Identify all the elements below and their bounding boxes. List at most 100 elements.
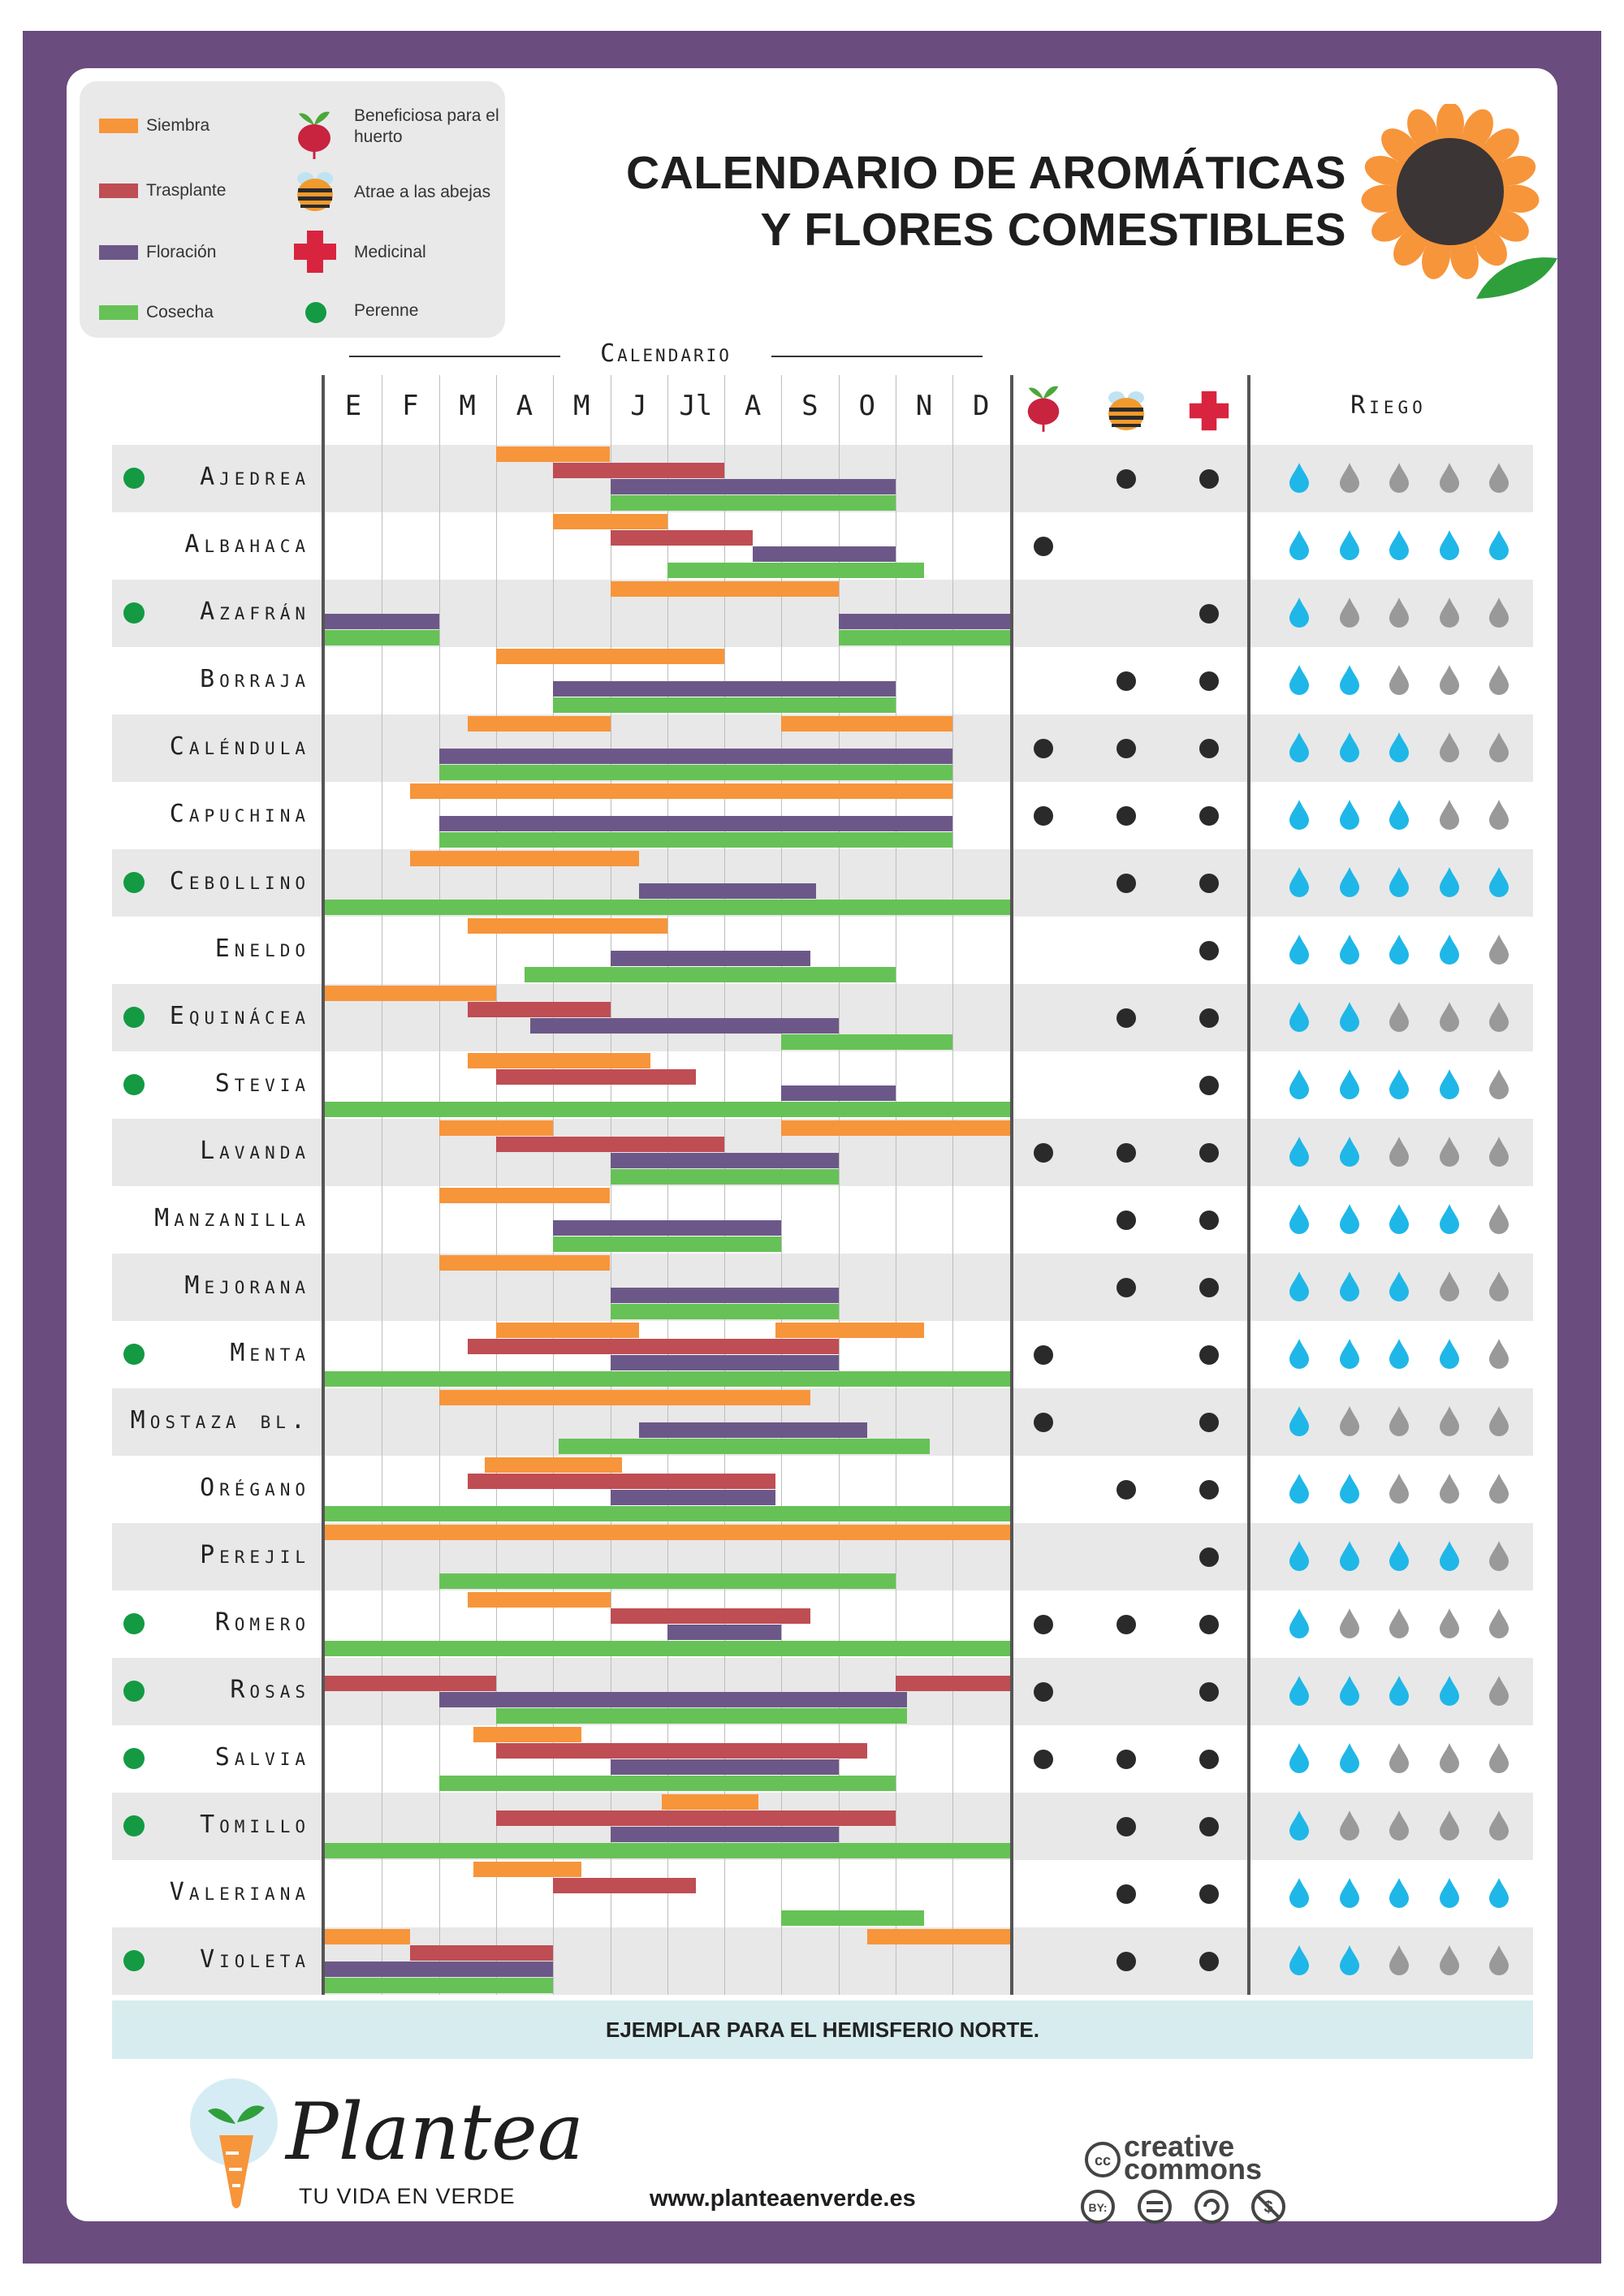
legend-label-beneficiosa: Beneficiosa para el huerto: [354, 106, 499, 146]
water-drop-filled: [1387, 731, 1411, 766]
month-label: M: [459, 390, 476, 422]
bar-trasplante: [410, 1944, 554, 1961]
medicinal-mark: [1199, 468, 1219, 489]
water-drop-empty: [1487, 1607, 1511, 1642]
water-drop-filled: [1437, 1539, 1462, 1575]
beneficiosa-mark: [1034, 1749, 1053, 1769]
water-drop-filled: [1337, 1270, 1362, 1306]
water-drop-filled: [1387, 1270, 1411, 1306]
bar-siembra: [325, 1524, 1010, 1540]
water-drop-filled: [1337, 1876, 1362, 1912]
medicinal-mark: [1199, 1479, 1219, 1500]
plant-name: Valeriana: [169, 1878, 310, 1906]
water-drop-filled: [1337, 798, 1362, 834]
water-drop-filled: [1387, 1202, 1411, 1238]
bar-siembra: [661, 1793, 759, 1810]
water-drop-filled: [1287, 1068, 1311, 1103]
svg-text:BY:: BY:: [1088, 2201, 1107, 2214]
water-drop-filled: [1387, 1674, 1411, 1710]
month-label: A: [516, 390, 533, 422]
medicinal-mark: [1199, 1210, 1219, 1230]
bar-trasplante: [553, 1877, 696, 1893]
bar-floracion: [553, 1219, 782, 1236]
perenne-dot: [123, 1815, 145, 1836]
water-drop-empty: [1487, 933, 1511, 969]
water-drop-filled: [1387, 1337, 1411, 1373]
month-label: M: [572, 390, 590, 422]
legend-swatch-trasplante: [99, 183, 138, 198]
bar-siembra: [467, 1052, 650, 1068]
plant-name: Mejorana: [184, 1271, 310, 1300]
bar-cosecha: [525, 966, 896, 982]
bar-cosecha: [325, 1370, 1010, 1387]
bar-siembra: [410, 850, 639, 866]
perenne-dot: [123, 1681, 145, 1702]
riego-left-border: [1247, 375, 1250, 1995]
bar-trasplante: [467, 1001, 611, 1017]
red-cross-icon: [294, 231, 336, 273]
beneficiosa-mark: [1034, 1142, 1053, 1163]
plant-name: Violeta: [200, 1945, 310, 1974]
bar-cosecha: [667, 562, 925, 578]
plant-name: Orégano: [200, 1474, 310, 1502]
water-drop-empty: [1437, 1472, 1462, 1508]
water-drop-filled: [1337, 1202, 1362, 1238]
water-drop-filled: [1337, 1337, 1362, 1373]
water-drop-filled: [1337, 1741, 1362, 1777]
water-drop-empty: [1387, 1809, 1411, 1845]
medicinal-mark: [1199, 1951, 1219, 1971]
bar-cosecha: [610, 1168, 839, 1185]
water-drop-empty: [1437, 663, 1462, 699]
water-drop-empty: [1387, 1472, 1411, 1508]
water-drop-filled: [1287, 1539, 1311, 1575]
website-link[interactable]: www.planteaenverde.es: [650, 2186, 916, 2212]
bar-trasplante: [610, 1608, 810, 1624]
water-drop-filled: [1287, 1876, 1311, 1912]
plant-name: Lavanda: [200, 1137, 310, 1165]
bar-siembra: [495, 1322, 639, 1338]
bar-siembra: [325, 985, 496, 1001]
beneficiosa-mark: [1034, 1681, 1053, 1702]
bar-cosecha: [838, 629, 1010, 645]
bar-trasplante: [467, 1338, 839, 1354]
equals-icon: [1138, 2190, 1172, 2224]
cc-icon: cc: [1085, 2142, 1121, 2177]
legend-swatch-floracion: [99, 245, 138, 260]
abejas-mark: [1116, 1951, 1136, 1971]
water-drop-empty: [1437, 1809, 1462, 1845]
abejas-mark: [1116, 738, 1136, 758]
perenne-dot: [123, 1007, 145, 1028]
bar-floracion: [438, 748, 953, 764]
water-drop-empty: [1487, 1741, 1511, 1777]
water-drop-filled: [1387, 529, 1411, 564]
plant-name: Perejil: [200, 1541, 310, 1569]
plant-name: Borraja: [200, 665, 310, 693]
water-drop-filled: [1437, 1876, 1462, 1912]
bar-trasplante: [896, 1675, 1010, 1691]
water-drop-filled: [1487, 865, 1511, 901]
bar-siembra: [781, 1120, 1010, 1136]
plant-name: Salvia: [214, 1743, 310, 1772]
bar-floracion: [610, 1489, 776, 1505]
water-drop-empty: [1337, 1809, 1362, 1845]
bar-floracion: [610, 1152, 839, 1168]
water-drop-filled: [1287, 1741, 1311, 1777]
water-drop-empty: [1487, 1337, 1511, 1373]
abejas-mark: [1116, 671, 1136, 691]
bar-siembra: [325, 1928, 411, 1944]
water-drop-empty: [1387, 663, 1411, 699]
green-dot-icon: [305, 302, 326, 323]
legend-label-abejas: Atrae a las abejas: [354, 183, 491, 201]
water-drop-filled: [1337, 865, 1362, 901]
sa-icon: [1194, 2190, 1229, 2224]
page-title: CALENDARIO DE AROMÁTICAS Y FLORES COMEST…: [626, 145, 1346, 258]
water-drop-filled: [1287, 865, 1311, 901]
water-drop-filled: [1437, 1674, 1462, 1710]
title-line-1: CALENDARIO DE AROMÁTICAS: [625, 147, 1346, 199]
month-label: A: [744, 390, 762, 422]
month-gridline: [838, 375, 840, 1995]
water-drop-filled: [1287, 596, 1311, 632]
water-drop-filled: [1437, 865, 1462, 901]
bar-cosecha: [438, 1775, 896, 1791]
legend-label-trasplante: Trasplante: [146, 181, 227, 200]
